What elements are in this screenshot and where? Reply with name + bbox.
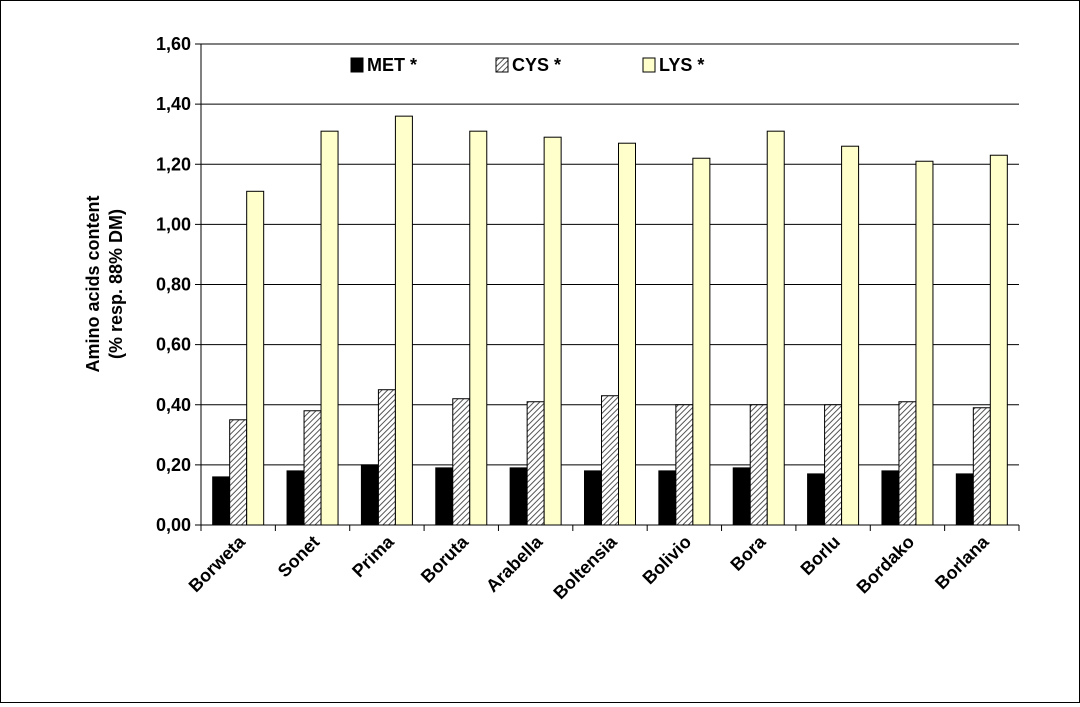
bar-lys-boruta — [469, 130, 488, 526]
legend-swatch — [642, 57, 656, 73]
x-tick-label: Arabella — [482, 531, 547, 596]
legend: MET * CYS * LYS * — [350, 55, 704, 75]
y-tick-label: 0,60 — [156, 335, 191, 355]
bars — [212, 115, 1008, 526]
legend-label: MET * — [367, 55, 417, 75]
bar-lys-borweta — [246, 190, 265, 526]
bar-met-prima — [360, 464, 379, 526]
bar-met-borlana — [955, 473, 974, 526]
bar-lys-borlana — [989, 154, 1008, 526]
bar-cys-boltensia — [601, 395, 619, 526]
y-tick-label: 0,80 — [156, 275, 191, 295]
bar-met-boruta — [435, 467, 454, 526]
bar-cys-prima — [377, 389, 396, 526]
x-tick-label: Borlana — [931, 531, 993, 593]
bar-cys-borlu — [824, 404, 843, 526]
y-tick-label: 0,40 — [156, 395, 191, 415]
bar-met-bordako — [881, 470, 900, 526]
bar-lys-boltensia — [618, 142, 636, 526]
x-tick-label: Prima — [348, 531, 398, 581]
bar-cys-borweta — [229, 419, 248, 526]
labels: 0,00 0,20 0,40 0,60 0,80 1,00 1,20 1,40 1,60 Borw… — [156, 34, 993, 603]
bar-met-boltensia — [584, 470, 602, 526]
bar-lys-prima — [394, 115, 413, 526]
bar-lys-arabella — [543, 136, 562, 526]
bar-met-bora — [732, 467, 751, 526]
y-tick-label: 0,00 — [156, 515, 191, 535]
legend-swatch — [350, 57, 364, 73]
x-tick-label: Bordako — [853, 532, 919, 598]
bar-met-sonet — [286, 470, 305, 526]
bar-cys-boruta — [452, 398, 471, 526]
bar-met-bolivio — [658, 470, 677, 526]
legend-label: CYS * — [512, 55, 561, 75]
legend-label: LYS * — [659, 55, 704, 75]
y-axis-label-units: (% resp. 88% DM) — [106, 209, 126, 359]
bar-cys-bolivio — [675, 404, 694, 526]
bar-cys-bordako — [898, 401, 917, 526]
bar-cys-arabella — [526, 401, 545, 526]
y-tick-label: 1,40 — [156, 94, 191, 114]
bar-lys-bolivio — [692, 157, 711, 526]
bar-cys-borlana — [972, 407, 991, 526]
bar-cys-bora — [749, 404, 768, 526]
bar-met-arabella — [509, 467, 528, 526]
x-tick-label: Borweta — [185, 531, 250, 596]
y-tick-label: 1,60 — [156, 34, 191, 54]
bar-lys-borlu — [841, 145, 860, 526]
x-tick-label: Bora — [726, 531, 770, 575]
bar-cys-sonet — [303, 410, 322, 526]
legend-swatch — [495, 57, 509, 73]
y-tick-label: 1,20 — [156, 154, 191, 174]
x-tick-label: Borlu — [797, 532, 844, 579]
bar-lys-bora — [766, 130, 785, 526]
x-tick-label: Boruta — [417, 531, 473, 587]
bar-lys-sonet — [320, 130, 339, 526]
bar-met-borweta — [212, 476, 231, 526]
x-tick-label: Boltensia — [549, 531, 621, 603]
y-axis-label: Amino acids content — [83, 195, 103, 372]
y-tick-label: 1,00 — [156, 214, 191, 234]
y-tick-label: 0,20 — [156, 455, 191, 475]
bar-met-borlu — [807, 473, 826, 526]
bar-lys-bordako — [915, 160, 934, 526]
x-tick-label: Bolivio — [639, 532, 696, 589]
x-tick-label: Sonet — [274, 532, 324, 582]
